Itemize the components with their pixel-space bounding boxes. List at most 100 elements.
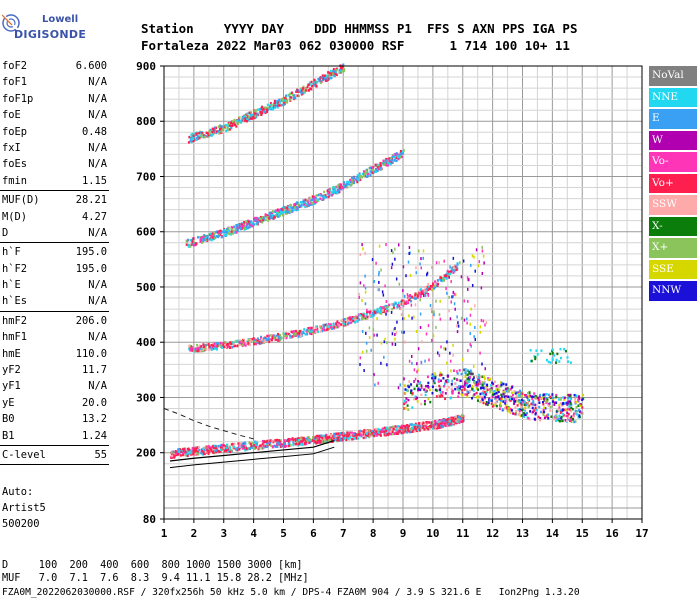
echo-point [327,71,330,74]
echo-point [369,173,372,176]
echo-point [268,211,271,215]
echo-point [528,391,531,394]
echo-point [210,237,213,240]
echo-point [420,426,423,430]
echo-point [323,196,326,200]
echo-point [256,341,259,345]
echo-point [429,287,432,291]
echo-point [219,229,222,233]
echo-point [563,396,566,400]
echo-point [434,282,437,286]
echo-point [456,315,458,319]
echo-point [223,228,226,232]
echo-point [331,435,334,438]
echo-point [459,420,462,423]
echo-point [569,397,572,400]
echo-point [535,408,538,412]
echo-point [191,135,194,138]
echo-point [183,452,186,455]
echo-point [465,389,468,392]
echo-point [521,408,524,412]
echo-point [300,334,303,337]
echo-point [276,441,279,444]
echo-point [424,293,427,297]
echo-point [397,301,400,305]
echo-point [315,441,318,445]
echo-point [281,213,284,217]
echo-point [374,311,377,315]
echo-point [424,422,427,425]
echo-point [481,383,484,387]
echo-point [293,94,296,97]
echo-point [182,447,185,451]
echo-point [296,331,299,334]
echo-point [514,412,517,416]
echo-point [275,214,278,217]
echo-point [564,349,567,353]
echo-point [341,431,344,435]
echo-point [335,67,338,71]
echo-point [403,317,405,321]
echo-point [246,221,249,224]
echo-point [220,231,223,234]
echo-point [401,150,404,153]
echo-point [443,275,446,279]
echo-point [501,396,504,399]
echo-point [310,80,313,84]
echo-point [343,436,346,440]
echo-point [269,216,272,220]
echo-point [414,293,417,296]
echo-point [446,273,449,277]
echo-point [315,85,318,88]
echo-point [249,446,252,449]
echo-point [455,419,458,422]
echo-point [335,68,338,72]
echo-point [349,436,352,439]
echo-point [253,217,256,221]
echo-point [245,113,248,116]
echo-point [374,432,377,435]
echo-point [431,427,434,430]
echo-point [221,445,224,449]
echo-point [422,249,425,253]
echo-point [303,203,306,207]
echo-point [212,132,215,135]
echo-point [408,298,411,302]
echo-point [534,396,537,400]
echo-point [268,439,271,442]
echo-point [218,231,221,235]
echo-point [216,347,219,351]
echo-point [373,434,376,438]
echo-point [420,289,423,293]
echo-point [277,104,280,107]
echo-point [271,336,274,340]
echo-point [549,405,552,409]
echo-point [439,278,442,281]
echo-point [351,317,354,321]
echo-point [257,338,260,342]
echo-point [428,421,431,424]
echo-point [217,235,220,239]
echo-point [411,361,413,365]
echo-point [407,429,410,433]
echo-point [359,281,362,285]
echo-point [577,398,580,402]
echo-point [469,369,472,373]
echo-point [229,341,232,344]
echo-point [208,237,211,241]
echo-point [343,322,346,326]
echo-point [495,404,498,408]
echo-point [209,447,212,450]
echo-point [295,205,298,209]
echo-point [414,303,417,307]
echo-point [172,453,175,457]
echo-point [255,446,258,449]
echo-point [272,215,275,218]
echo-point [235,231,238,234]
echo-point [575,405,578,409]
echo-point [232,341,235,344]
param-row: foEp 0.48 [0,124,109,140]
echo-point [277,439,280,442]
echo-point [483,390,486,394]
echo-point [217,444,220,448]
